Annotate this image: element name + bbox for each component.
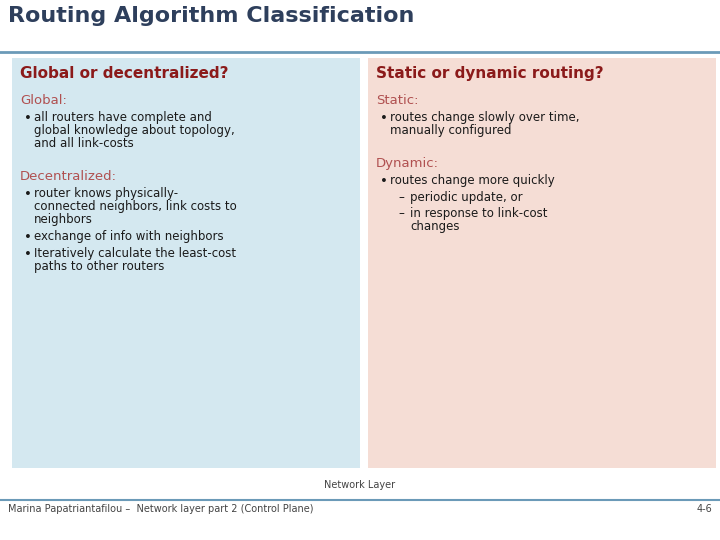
Text: router knows physically-: router knows physically-	[34, 187, 178, 200]
Text: Routing Algorithm Classification: Routing Algorithm Classification	[8, 6, 415, 26]
Text: all routers have complete and: all routers have complete and	[34, 111, 212, 124]
Text: Global:: Global:	[20, 94, 67, 107]
Text: •: •	[24, 248, 32, 261]
Text: •: •	[380, 112, 388, 125]
Text: Static:: Static:	[376, 94, 418, 107]
Text: and all link-costs: and all link-costs	[34, 137, 134, 150]
Text: 4-6: 4-6	[696, 504, 712, 514]
Text: Decentralized:: Decentralized:	[20, 170, 117, 183]
Text: Marina Papatriantafilou –  Network layer part 2 (Control Plane): Marina Papatriantafilou – Network layer …	[8, 504, 313, 514]
Text: paths to other routers: paths to other routers	[34, 260, 164, 273]
Text: connected neighbors, link costs to: connected neighbors, link costs to	[34, 200, 237, 213]
Text: Global or decentralized?: Global or decentralized?	[20, 66, 228, 81]
Text: •: •	[24, 231, 32, 244]
Bar	[12, 58, 360, 468]
Bar	[368, 58, 716, 468]
Text: Static or dynamic routing?: Static or dynamic routing?	[376, 66, 603, 81]
Text: changes: changes	[410, 220, 459, 233]
Text: exchange of info with neighbors: exchange of info with neighbors	[34, 230, 224, 243]
Text: Dynamic:: Dynamic:	[376, 157, 439, 170]
Text: routes change slowly over time,: routes change slowly over time,	[390, 111, 580, 124]
Text: •: •	[380, 176, 388, 188]
Text: –: –	[398, 207, 404, 220]
Text: •: •	[24, 112, 32, 125]
Text: in response to link-cost: in response to link-cost	[410, 207, 547, 220]
Text: neighbors: neighbors	[34, 213, 93, 226]
Text: global knowledge about topology,: global knowledge about topology,	[34, 124, 235, 137]
Text: Iteratively calculate the least-cost: Iteratively calculate the least-cost	[34, 247, 236, 260]
Text: periodic update, or: periodic update, or	[410, 191, 523, 204]
Text: Network Layer: Network Layer	[325, 480, 395, 490]
Text: manually configured: manually configured	[390, 124, 511, 137]
Text: •: •	[24, 188, 32, 201]
Text: routes change more quickly: routes change more quickly	[390, 174, 554, 187]
Text: –: –	[398, 191, 404, 204]
